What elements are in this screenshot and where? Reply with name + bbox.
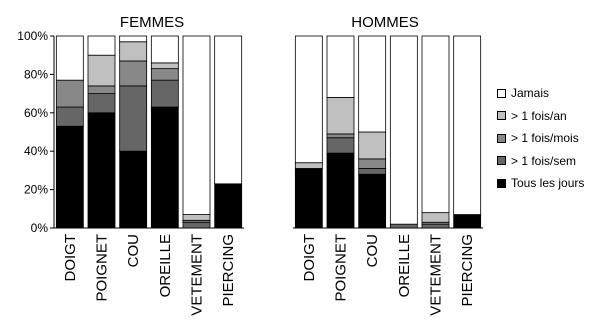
x-tick-label-hommes-vetement: VETEMENT bbox=[428, 234, 445, 316]
bar-segment-femmes-poignet-1-fois-sem bbox=[87, 93, 116, 114]
bar-segment-hommes-cou-1-fois-an bbox=[358, 131, 387, 160]
chart-title-hommes: HOMMES bbox=[351, 14, 419, 31]
x-tick-label-femmes-vetement: VETEMENT bbox=[189, 234, 206, 316]
x-tick-label-hommes-doigt: DOIGT bbox=[301, 234, 318, 282]
bar-segment-femmes-doigt-1-fois-sem bbox=[55, 106, 84, 127]
bar-segment-hommes-cou-jamais bbox=[358, 35, 387, 133]
bar-segment-femmes-piercing-tous-les-jours bbox=[214, 183, 243, 229]
x-tick-label-hommes-oreille: OREILLE bbox=[396, 234, 413, 297]
bar-segment-femmes-vetement-1-fois-sem bbox=[182, 221, 211, 229]
bar-segment-hommes-vetement-1-fois-sem bbox=[421, 223, 450, 229]
bar-segment-femmes-poignet-tous-les-jours bbox=[87, 112, 116, 229]
y-tick-label: 60% bbox=[24, 106, 48, 120]
bar-segment-femmes-oreille-1-fois-mois bbox=[150, 68, 179, 81]
y-tick-label: 80% bbox=[24, 67, 48, 81]
bar-segment-hommes-piercing-jamais bbox=[453, 35, 482, 215]
bar-segment-hommes-vetement-jamais bbox=[421, 35, 450, 214]
legend-item-mois: > 1 fois/mois bbox=[497, 127, 584, 150]
bar-segment-hommes-cou-1-fois-sem bbox=[358, 168, 387, 175]
legend-label-sem: > 1 fois/sem bbox=[511, 153, 577, 168]
x-tick-label-hommes-poignet: POIGNET bbox=[333, 234, 350, 302]
legend-swatch-jours bbox=[497, 178, 506, 188]
bar-segment-femmes-cou-1-fois-mois bbox=[119, 60, 148, 87]
bar-segment-hommes-poignet-1-fois-an bbox=[326, 97, 355, 135]
x-tick-label-hommes-piercing: PIERCING bbox=[459, 234, 476, 307]
bar-segment-femmes-cou-1-fois-sem bbox=[119, 85, 148, 152]
legend-item-jours: Tous les jours bbox=[497, 172, 584, 195]
bar-segment-femmes-cou-jamais bbox=[119, 35, 148, 43]
bar-segment-hommes-poignet-tous-les-jours bbox=[326, 152, 355, 229]
bar-segment-femmes-vetement-1-fois-an bbox=[182, 214, 211, 221]
legend-item-jamais: Jamais bbox=[497, 82, 584, 105]
bar-segment-hommes-doigt-tous-les-jours bbox=[294, 168, 323, 229]
bar-segment-femmes-oreille-jamais bbox=[150, 35, 179, 64]
bar-segment-femmes-cou-1-fois-an bbox=[119, 41, 148, 62]
bar-segment-hommes-vetement-1-fois-an bbox=[421, 212, 450, 223]
legend-label-jamais: Jamais bbox=[511, 86, 550, 101]
x-tick-label-femmes-poignet: POIGNET bbox=[94, 234, 111, 302]
bar-segment-femmes-oreille-tous-les-jours bbox=[150, 106, 179, 229]
bar-segment-hommes-poignet-1-fois-sem bbox=[326, 137, 355, 154]
legend-swatch-sem bbox=[497, 156, 506, 166]
chart-title-femmes: FEMMES bbox=[120, 14, 184, 31]
legend-item-an: > 1 fois/an bbox=[497, 105, 584, 128]
bar-segment-hommes-piercing-tous-les-jours bbox=[453, 214, 482, 229]
bar-segment-hommes-cou-1-fois-mois bbox=[358, 158, 387, 169]
bar-segment-femmes-doigt-tous-les-jours bbox=[55, 125, 84, 229]
legend-label-jours: Tous les jours bbox=[511, 176, 585, 191]
legend-swatch-jamais bbox=[497, 88, 506, 98]
x-tick-label-femmes-oreille: OREILLE bbox=[157, 234, 174, 297]
legend-label-an: > 1 fois/an bbox=[511, 108, 567, 123]
y-tick-label: 0% bbox=[31, 221, 49, 235]
x-tick-label-hommes-cou: COU bbox=[364, 234, 381, 267]
bar-segment-hommes-poignet-jamais bbox=[326, 35, 355, 98]
legend-swatch-mois bbox=[497, 133, 506, 143]
x-tick-label-femmes-doigt: DOIGT bbox=[62, 234, 79, 282]
legend-item-sem: > 1 fois/sem bbox=[497, 150, 584, 173]
legend-swatch-an bbox=[497, 111, 506, 121]
bar-segment-femmes-poignet-jamais bbox=[87, 35, 116, 56]
bar-segment-femmes-piercing-jamais bbox=[214, 35, 243, 185]
x-tick-label-femmes-piercing: PIERCING bbox=[220, 234, 237, 307]
legend: Jamais > 1 fois/an > 1 fois/mois > 1 foi… bbox=[497, 82, 584, 195]
bar-segment-hommes-oreille-jamais bbox=[389, 35, 418, 225]
x-tick-label-femmes-cou: COU bbox=[125, 234, 142, 267]
y-tick-label: 40% bbox=[24, 144, 48, 158]
bar-segment-hommes-doigt-jamais bbox=[294, 35, 323, 164]
bar-segment-hommes-doigt-1-fois-an bbox=[294, 162, 323, 169]
bar-segment-hommes-oreille-1-fois-sem bbox=[389, 223, 418, 229]
bar-segment-hommes-cou-tous-les-jours bbox=[358, 173, 387, 229]
bar-segment-femmes-cou-tous-les-jours bbox=[119, 150, 148, 229]
bar-segment-femmes-poignet-1-fois-mois bbox=[87, 85, 116, 94]
bar-segment-femmes-oreille-1-fois-sem bbox=[150, 79, 179, 108]
legend-label-mois: > 1 fois/mois bbox=[511, 131, 579, 146]
bar-segment-femmes-poignet-1-fois-an bbox=[87, 54, 116, 87]
bar-segment-femmes-oreille-1-fois-an bbox=[150, 62, 179, 70]
y-tick-label: 100% bbox=[17, 29, 48, 43]
bar-segment-femmes-doigt-jamais bbox=[55, 35, 84, 81]
bar-segment-femmes-vetement-jamais bbox=[182, 35, 211, 215]
bar-segment-femmes-doigt-1-fois-mois bbox=[55, 79, 84, 108]
bar-segment-hommes-poignet-1-fois-mois bbox=[326, 133, 355, 139]
y-tick-label: 20% bbox=[24, 183, 48, 197]
